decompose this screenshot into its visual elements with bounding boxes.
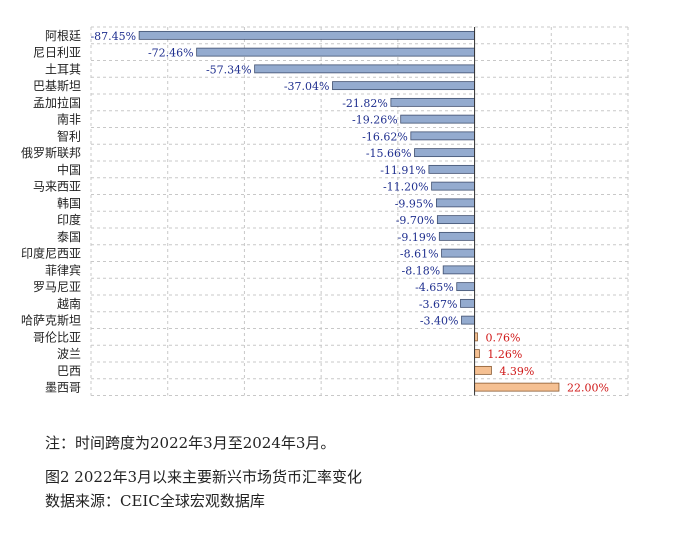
category-label: 马来西亚 — [33, 180, 81, 194]
category-label: 土耳其 — [45, 62, 81, 76]
category-label: 巴基斯坦 — [33, 79, 81, 93]
data-label: -57.34% — [206, 63, 252, 76]
bar — [474, 382, 560, 392]
bar — [436, 198, 475, 208]
category-label: 泰国 — [57, 230, 81, 244]
category-label: 俄罗斯联邦 — [21, 146, 81, 160]
data-label: -15.66% — [366, 147, 412, 160]
bar — [441, 248, 475, 258]
bars — [138, 30, 560, 392]
figure-title: 图2 2022年3月以来主要新兴市场货币汇率变化 — [45, 468, 363, 486]
data-label: -3.67% — [419, 298, 458, 311]
data-label: -3.40% — [420, 315, 459, 328]
data-label: -9.70% — [396, 214, 435, 227]
bar — [436, 215, 475, 225]
data-label: 0.76% — [485, 331, 520, 344]
data-label: -19.26% — [352, 114, 398, 127]
bar — [460, 298, 475, 308]
data-label: -8.18% — [402, 264, 441, 277]
data-label: -9.19% — [398, 231, 437, 244]
bar — [390, 97, 475, 107]
bar — [456, 282, 475, 292]
data-label: -11.20% — [383, 181, 429, 194]
data-label: -11.91% — [380, 164, 426, 177]
data-label: -21.82% — [342, 97, 388, 110]
category-label: 尼日利亚 — [33, 46, 81, 60]
bar — [196, 47, 475, 57]
category-label: 哥伦比亚 — [33, 329, 81, 344]
bar — [332, 81, 475, 91]
data-label: -8.61% — [400, 248, 439, 261]
category-label: 印度尼西亚 — [21, 246, 81, 261]
category-label: 阿根廷 — [45, 29, 81, 43]
data-source: 数据来源：CEIC全球宏观数据库 — [45, 492, 265, 510]
category-label: 南非 — [57, 112, 81, 127]
category-label: 罗马尼亚 — [33, 280, 81, 294]
bar — [442, 265, 475, 275]
data-label: -16.62% — [362, 130, 408, 143]
data-label: -72.46% — [148, 47, 194, 60]
data-label: -87.45% — [90, 30, 136, 43]
bar — [138, 30, 475, 40]
data-label: 22.00% — [567, 382, 609, 395]
data-label: -4.65% — [415, 281, 454, 294]
category-label: 巴西 — [57, 364, 81, 378]
category-label: 印度 — [57, 212, 81, 227]
category-label: 菲律宾 — [45, 262, 81, 277]
category-label: 哈萨克斯坦 — [21, 314, 81, 328]
bar — [474, 349, 480, 359]
gridlines — [90, 26, 629, 396]
bar — [414, 148, 475, 158]
bar — [474, 365, 492, 375]
bar — [461, 315, 475, 325]
bar — [410, 131, 475, 141]
bar — [431, 181, 475, 191]
category-label: 墨西哥 — [45, 381, 81, 395]
category-label: 波兰 — [57, 347, 81, 361]
bar-chart: 阿根廷尼日利亚土耳其巴基斯坦孟加拉国南非智利俄罗斯联邦中国马来西亚韩国印度泰国印… — [21, 26, 629, 396]
bar — [254, 64, 475, 74]
category-label: 孟加拉国 — [33, 95, 81, 110]
bar — [428, 164, 475, 174]
chart-note: 注：时间跨度为2022年3月至2024年3月。 — [45, 434, 336, 452]
data-labels: -87.45% -72.46% -57.34% -37.04% -21.82% -19.2… — [90, 30, 608, 395]
data-label: -37.04% — [284, 80, 330, 93]
data-label: -9.95% — [395, 197, 434, 210]
bar — [438, 231, 475, 241]
bar — [400, 114, 475, 124]
data-label: 4.39% — [499, 365, 534, 378]
category-labels: 阿根廷尼日利亚土耳其巴基斯坦孟加拉国南非智利俄罗斯联邦中国马来西亚韩国印度泰国印… — [21, 29, 81, 395]
data-label: 1.26% — [487, 348, 522, 361]
category-label: 韩国 — [57, 195, 81, 210]
category-label: 智利 — [57, 128, 81, 143]
category-label: 越南 — [57, 296, 81, 311]
category-label: 中国 — [57, 162, 81, 177]
